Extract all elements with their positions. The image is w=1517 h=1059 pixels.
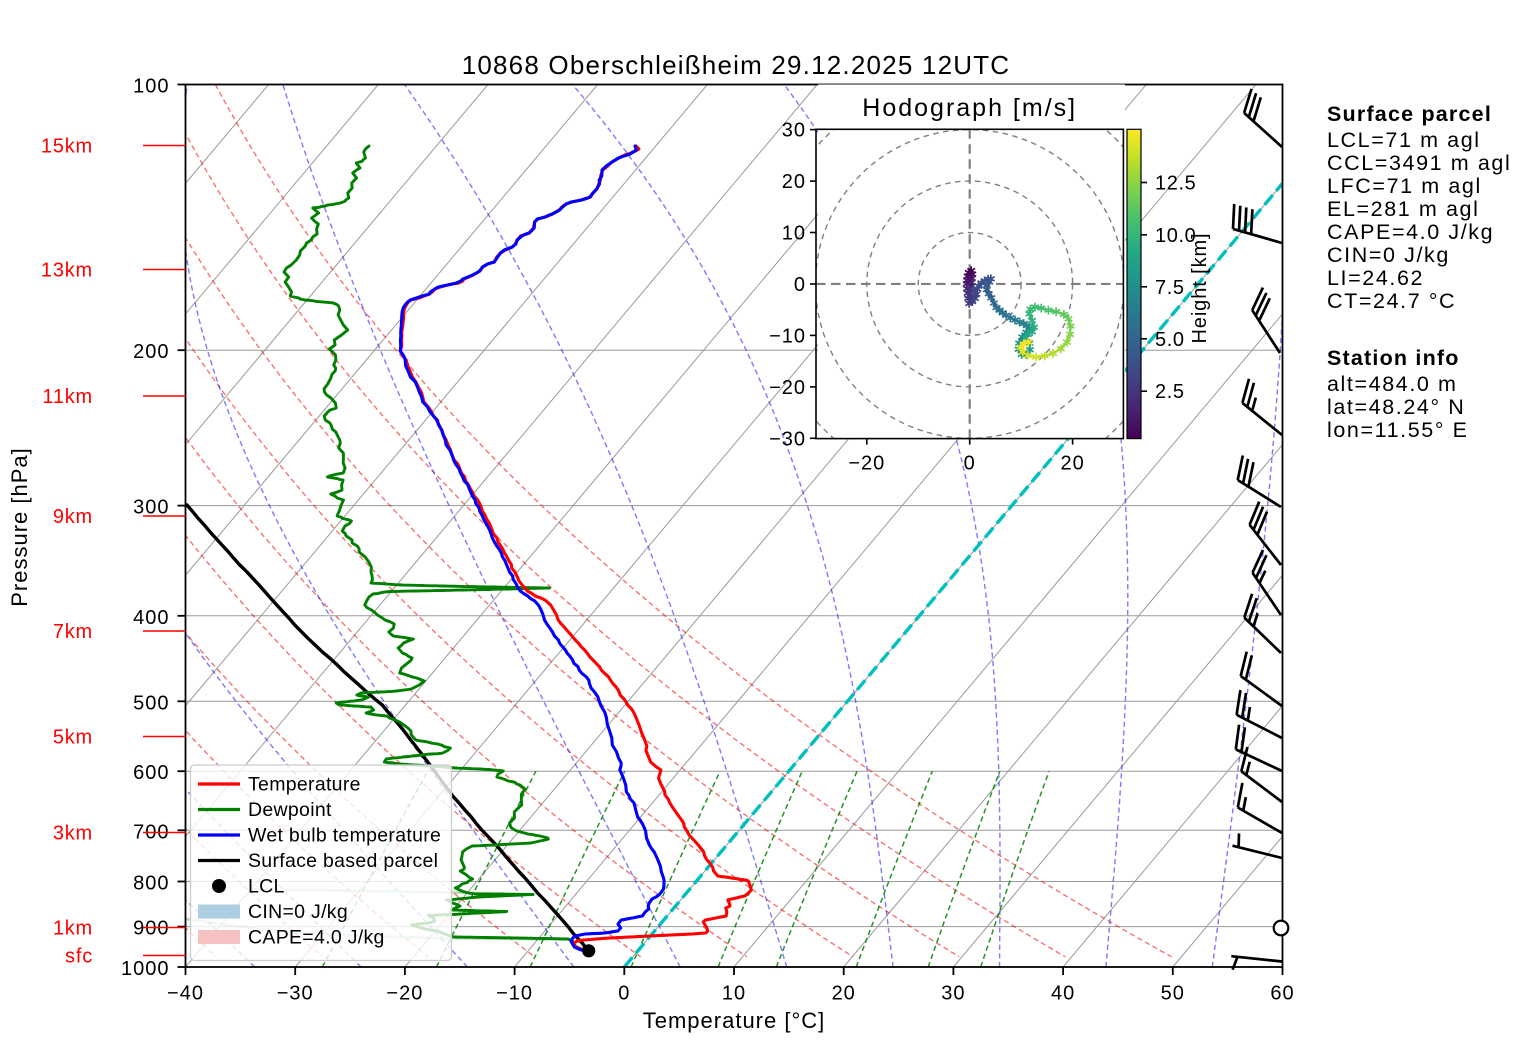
svg-text:40: 40 — [1051, 983, 1075, 1005]
svg-text:10.0: 10.0 — [1155, 225, 1196, 247]
svg-text:400: 400 — [133, 607, 169, 629]
svg-text:Dewpoint: Dewpoint — [248, 799, 332, 821]
svg-text:−10: −10 — [769, 325, 806, 347]
svg-text:EL=281 m agl: EL=281 m agl — [1327, 197, 1479, 221]
svg-text:10: 10 — [722, 983, 746, 1005]
svg-text:2.5: 2.5 — [1155, 381, 1185, 403]
svg-text:300: 300 — [133, 497, 169, 519]
svg-text:−20: −20 — [769, 377, 806, 399]
svg-text:1km: 1km — [53, 918, 93, 940]
svg-text:20: 20 — [782, 171, 806, 193]
svg-text:20: 20 — [832, 983, 856, 1005]
svg-text:Hodograph [m/s]: Hodograph [m/s] — [862, 94, 1077, 122]
svg-text:0: 0 — [794, 274, 806, 296]
svg-text:Temperature: Temperature — [248, 774, 361, 796]
svg-text:CAPE=4.0 J/kg: CAPE=4.0 J/kg — [248, 927, 385, 949]
svg-text:600: 600 — [133, 762, 169, 784]
svg-text:3km: 3km — [53, 823, 93, 845]
svg-text:0: 0 — [618, 983, 630, 1005]
svg-text:−30: −30 — [277, 983, 314, 1005]
svg-text:−40: −40 — [167, 983, 204, 1005]
svg-text:CCL=3491 m agl: CCL=3491 m agl — [1327, 151, 1511, 175]
svg-text:50: 50 — [1161, 983, 1185, 1005]
svg-text:Surface parcel: Surface parcel — [1327, 102, 1492, 126]
svg-text:7km: 7km — [53, 621, 93, 643]
svg-text:CAPE=4.0 J/kg: CAPE=4.0 J/kg — [1327, 220, 1494, 244]
svg-text:−10: −10 — [496, 983, 533, 1005]
svg-text:10: 10 — [782, 223, 806, 245]
svg-text:−20: −20 — [848, 453, 885, 475]
svg-text:30: 30 — [782, 120, 806, 142]
svg-text:Station info: Station info — [1327, 346, 1460, 370]
svg-text:900: 900 — [133, 918, 169, 940]
svg-text:30: 30 — [941, 983, 965, 1005]
svg-text:Height [km]: Height [km] — [1189, 232, 1211, 343]
svg-text:CIN=0 J/kg: CIN=0 J/kg — [248, 901, 348, 923]
svg-text:sfc: sfc — [65, 946, 93, 968]
svg-text:11km: 11km — [42, 386, 93, 408]
svg-text:15km: 15km — [41, 136, 93, 158]
svg-text:−20: −20 — [386, 983, 423, 1005]
svg-text:LFC=71 m agl: LFC=71 m agl — [1327, 174, 1482, 198]
svg-text:5.0: 5.0 — [1155, 329, 1185, 351]
svg-text:lat=48.24° N: lat=48.24° N — [1327, 395, 1465, 419]
svg-text:800: 800 — [133, 873, 169, 895]
svg-text:Pressure [hPa]: Pressure [hPa] — [7, 447, 32, 607]
svg-text:200: 200 — [133, 341, 169, 363]
svg-text:13km: 13km — [41, 260, 93, 282]
svg-text:12.5: 12.5 — [1155, 173, 1196, 195]
svg-text:7.5: 7.5 — [1155, 277, 1185, 299]
svg-text:lon=11.55° E: lon=11.55° E — [1327, 418, 1469, 442]
svg-text:LCL=71 m agl: LCL=71 m agl — [1327, 128, 1481, 152]
svg-text:CT=24.7 °C: CT=24.7 °C — [1327, 289, 1456, 313]
svg-text:5km: 5km — [53, 727, 93, 749]
svg-text:Wet bulb temperature: Wet bulb temperature — [248, 825, 441, 847]
svg-text:Surface based parcel: Surface based parcel — [248, 850, 438, 872]
svg-text:9km: 9km — [53, 506, 93, 528]
svg-text:CIN=0 J/kg: CIN=0 J/kg — [1327, 243, 1450, 267]
svg-text:1000: 1000 — [121, 958, 170, 980]
svg-text:−30: −30 — [769, 428, 806, 450]
svg-text:10868 Oberschleißheim 29.12.20: 10868 Oberschleißheim 29.12.2025 12UTC — [462, 50, 1011, 80]
svg-text:20: 20 — [1060, 453, 1084, 475]
svg-text:LI=24.62: LI=24.62 — [1327, 266, 1424, 290]
svg-text:Temperature [°C]: Temperature [°C] — [643, 1008, 826, 1033]
svg-text:60: 60 — [1270, 983, 1294, 1005]
svg-text:100: 100 — [133, 76, 169, 98]
svg-text:alt=484.0 m: alt=484.0 m — [1327, 372, 1458, 396]
svg-text:500: 500 — [133, 692, 169, 714]
svg-text:LCL: LCL — [248, 876, 285, 898]
svg-text:0: 0 — [964, 453, 976, 475]
